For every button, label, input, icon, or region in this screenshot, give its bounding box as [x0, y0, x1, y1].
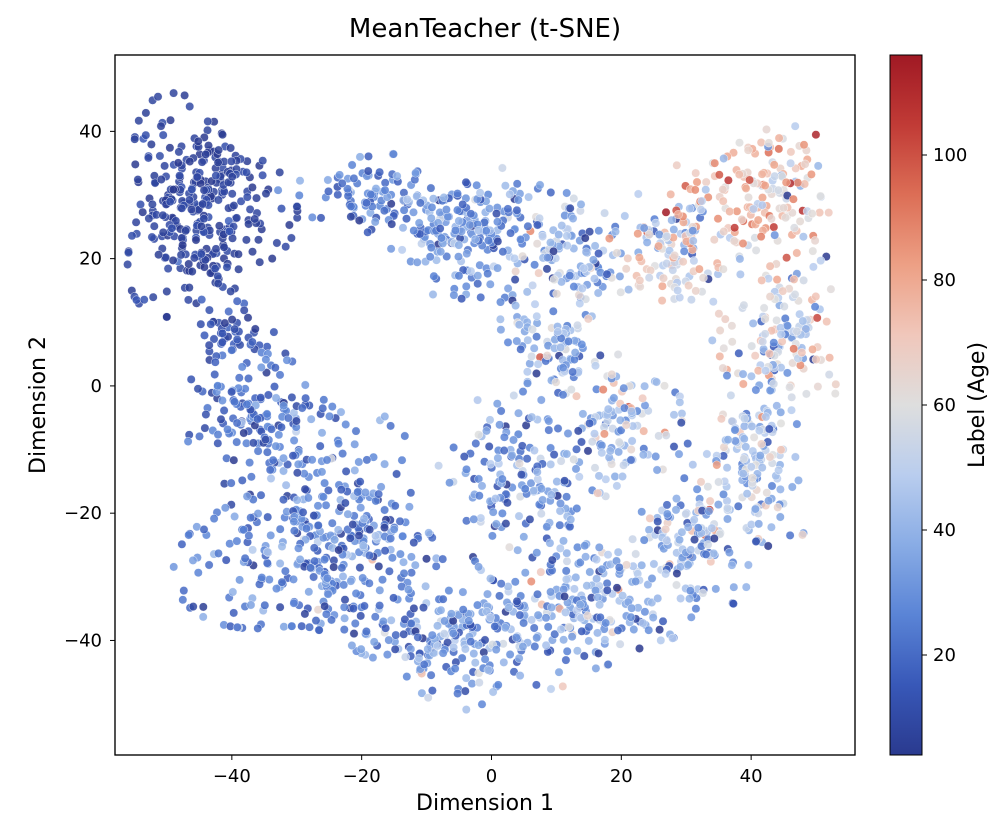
chart-svg: −40 −20 0 20 40 −40 −20 0 20 40 Dimension 1 Dimensi…	[0, 0, 998, 829]
colorbar-tick-label: 40	[933, 520, 956, 541]
colorbar-tick-label: 100	[933, 145, 967, 166]
y-tick-label: −20	[64, 503, 102, 524]
colorbar: 20 40 60 80 100	[890, 55, 967, 755]
x-tick-label: 0	[486, 766, 497, 787]
y-tick-label: 0	[91, 376, 102, 397]
y-tick-label: 20	[79, 249, 102, 270]
x-tick-label: 20	[610, 766, 633, 787]
y-tick-label: 40	[79, 121, 102, 142]
y-tick-label: −40	[64, 630, 102, 651]
x-axis-label: Dimension 1	[416, 791, 554, 816]
x-tick-label: −20	[343, 766, 381, 787]
y-axis-label: Dimension 2	[26, 336, 51, 474]
chart-title: MeanTeacher (t-SNE)	[349, 14, 621, 44]
colorbar-tick-label: 80	[933, 270, 956, 291]
x-tick-label: −40	[213, 766, 251, 787]
x-tick-label: 40	[740, 766, 763, 787]
colorbar-label: Label (Age)	[965, 342, 990, 468]
tsne-scatter-chart: −40 −20 0 20 40 −40 −20 0 20 40 Dimension 1 Dimensi…	[0, 0, 998, 829]
colorbar-tick-label: 20	[933, 645, 956, 666]
colorbar-tick-label: 60	[933, 395, 956, 416]
